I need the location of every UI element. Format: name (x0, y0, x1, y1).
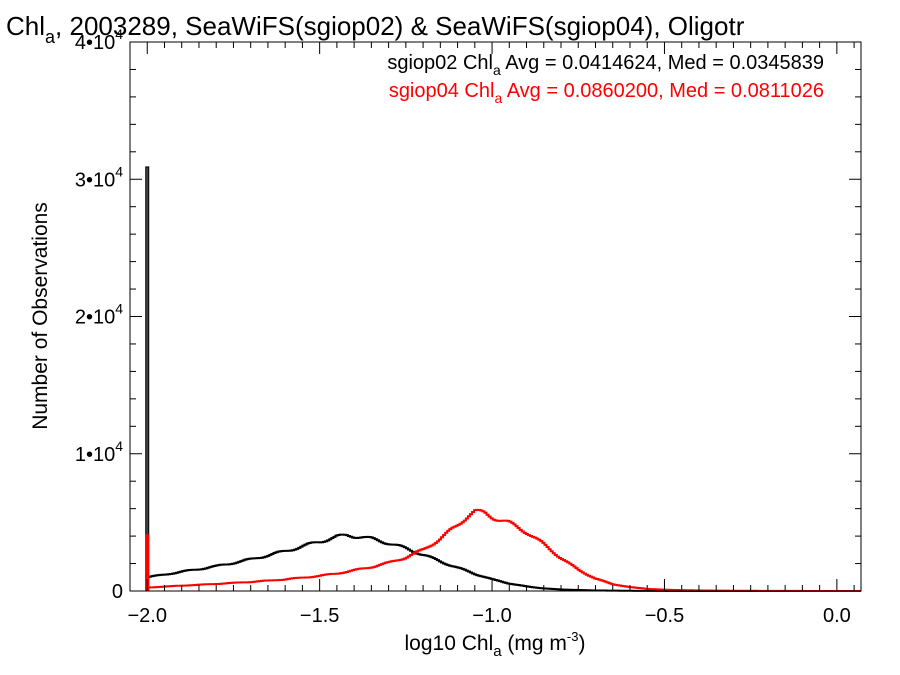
x-tick-label: −2.0 (127, 605, 166, 627)
x-tick-label: −1.5 (300, 605, 339, 627)
y-tick-label: 2•104 (75, 301, 123, 329)
y-tick-label: 1•104 (75, 438, 123, 466)
stats-label-sgiop04: sgiop04 Chla Avg = 0.0860200, Med = 0.08… (389, 80, 824, 106)
tick-layer: −2.0 −1.5 −1.0 −0.5 0.0 0 1•104 2•104 3•104 4•104 (75, 26, 861, 627)
chart-title: Chla, 2003289, SeaWiFS(sgiop02) & SeaWiF… (6, 11, 745, 47)
chart-title-post: , 2003289, SeaWiFS(sgiop02) & SeaWiFS(sg… (55, 11, 745, 41)
spike-bar-sgiop02 (145, 166, 150, 592)
plot-frame (129, 41, 862, 592)
x-tick-label: 0.0 (823, 605, 851, 627)
data-layer (145, 166, 861, 592)
x-axis-label: log10 Chla (mg m-3) (405, 629, 586, 660)
x-tick-label: −1.0 (472, 605, 511, 627)
y-tick-label: 4•104 (75, 26, 123, 54)
stats-label-sgiop02: sgiop02 Chla Avg = 0.0414624, Med = 0.03… (387, 52, 824, 78)
series-line-sgiop02 (146, 166, 861, 592)
chart-title-sub: a (45, 27, 56, 47)
chart-title-pre: Chl (6, 11, 45, 41)
y-tick-label: 0 (112, 581, 123, 603)
x-tick-label: −0.5 (645, 605, 684, 627)
y-axis-label: Number of Observations (29, 202, 52, 430)
y-tick-label: 3•104 (75, 163, 123, 191)
series-line-sgiop04 (146, 508, 861, 592)
